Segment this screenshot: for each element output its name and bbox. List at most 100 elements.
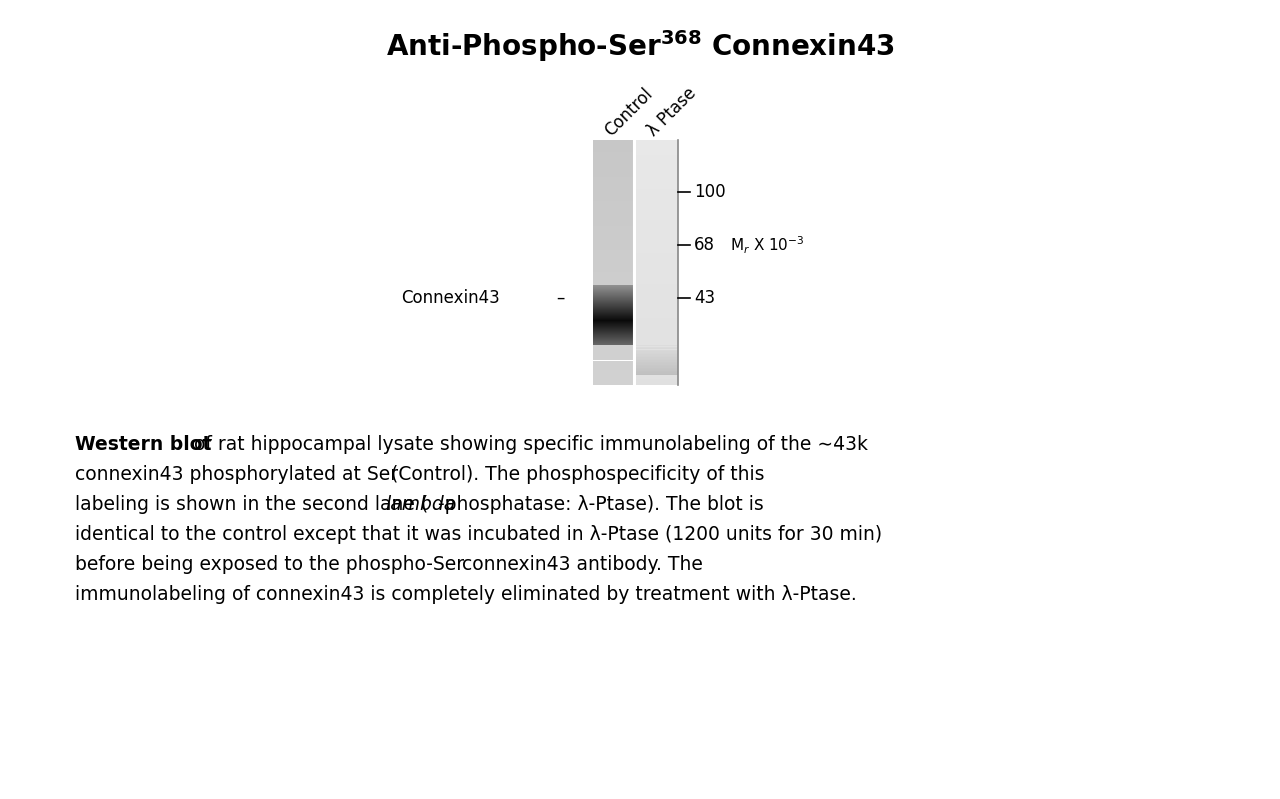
Bar bbox=[636, 213, 678, 217]
Bar bbox=[593, 314, 635, 315]
Bar bbox=[593, 338, 635, 339]
Bar bbox=[636, 244, 678, 247]
Bar bbox=[636, 192, 678, 195]
Bar bbox=[636, 186, 678, 189]
Bar bbox=[636, 351, 678, 352]
Bar bbox=[593, 345, 635, 348]
Bar bbox=[636, 198, 678, 201]
Bar bbox=[636, 370, 678, 373]
Bar bbox=[636, 290, 678, 293]
Bar bbox=[636, 366, 678, 368]
Bar bbox=[593, 263, 635, 265]
Bar bbox=[593, 292, 635, 293]
Bar bbox=[593, 300, 635, 302]
Bar bbox=[593, 290, 635, 291]
Bar bbox=[593, 320, 635, 324]
Bar bbox=[593, 287, 635, 288]
Bar bbox=[593, 326, 635, 327]
Bar bbox=[636, 281, 678, 284]
Bar bbox=[636, 345, 678, 348]
Bar bbox=[593, 290, 635, 293]
Bar bbox=[593, 339, 635, 342]
Bar bbox=[636, 168, 678, 171]
Bar bbox=[636, 364, 678, 367]
Bar bbox=[593, 281, 635, 284]
Bar bbox=[636, 348, 678, 352]
Bar bbox=[636, 241, 678, 244]
Bar bbox=[593, 311, 635, 312]
Bar bbox=[593, 335, 635, 336]
Bar bbox=[636, 320, 678, 324]
Bar bbox=[636, 312, 678, 315]
Bar bbox=[593, 342, 635, 343]
Text: lambda: lambda bbox=[385, 495, 456, 514]
Bar bbox=[636, 357, 678, 360]
Bar bbox=[636, 348, 678, 349]
Bar bbox=[593, 241, 635, 244]
Bar bbox=[636, 195, 678, 198]
Text: 100: 100 bbox=[694, 183, 726, 201]
Bar bbox=[593, 186, 635, 189]
Text: (Control). The phosphospecificity of this: (Control). The phosphospecificity of thi… bbox=[385, 465, 764, 484]
Bar bbox=[636, 232, 678, 235]
Bar bbox=[593, 367, 635, 370]
Bar bbox=[593, 321, 635, 322]
Bar bbox=[636, 220, 678, 223]
Bar bbox=[593, 284, 635, 287]
Bar bbox=[636, 205, 678, 208]
Text: -phosphatase: λ-Ptase). The blot is: -phosphatase: λ-Ptase). The blot is bbox=[438, 495, 764, 514]
Bar bbox=[636, 226, 678, 229]
Bar bbox=[593, 232, 635, 235]
Bar bbox=[636, 364, 678, 366]
Bar bbox=[636, 324, 678, 327]
Bar bbox=[593, 318, 635, 319]
Bar bbox=[593, 275, 635, 278]
Bar bbox=[593, 161, 635, 165]
Bar bbox=[593, 165, 635, 168]
Bar bbox=[636, 382, 678, 385]
Bar bbox=[593, 293, 635, 294]
Bar bbox=[593, 310, 635, 311]
Bar bbox=[593, 342, 635, 345]
Bar bbox=[593, 293, 635, 296]
Bar bbox=[636, 361, 678, 363]
Bar bbox=[636, 265, 678, 268]
Bar bbox=[593, 379, 635, 382]
Bar bbox=[636, 189, 678, 192]
Bar bbox=[593, 291, 635, 292]
Bar bbox=[593, 304, 635, 305]
Text: Connexin43: Connexin43 bbox=[401, 289, 500, 307]
Bar bbox=[636, 180, 678, 183]
Text: before being exposed to the phospho-Ser: before being exposed to the phospho-Ser bbox=[76, 555, 465, 574]
Bar bbox=[593, 149, 635, 153]
Bar bbox=[636, 158, 678, 161]
Bar bbox=[593, 308, 635, 312]
Bar bbox=[636, 349, 678, 351]
Bar bbox=[636, 371, 678, 372]
Bar bbox=[593, 318, 635, 320]
Bar bbox=[636, 302, 678, 305]
Bar bbox=[593, 324, 635, 325]
Bar bbox=[636, 357, 678, 359]
Bar bbox=[636, 296, 678, 300]
Bar bbox=[593, 180, 635, 183]
Bar bbox=[593, 223, 635, 226]
Bar bbox=[636, 177, 678, 180]
Bar bbox=[593, 198, 635, 201]
Bar bbox=[593, 336, 635, 337]
Bar bbox=[593, 143, 635, 146]
Bar bbox=[593, 177, 635, 180]
Bar bbox=[593, 256, 635, 260]
Bar bbox=[636, 376, 678, 379]
Bar bbox=[636, 315, 678, 318]
Bar bbox=[593, 173, 635, 177]
Text: of rat hippocampal lysate showing specific immunolabeling of the ∼43k: of rat hippocampal lysate showing specif… bbox=[188, 435, 868, 454]
Bar bbox=[636, 247, 678, 250]
Bar bbox=[636, 278, 678, 281]
Bar bbox=[593, 315, 635, 316]
Bar bbox=[593, 300, 635, 301]
Bar bbox=[636, 347, 678, 348]
Bar bbox=[593, 305, 635, 306]
Bar bbox=[593, 330, 635, 331]
Bar bbox=[636, 342, 678, 345]
